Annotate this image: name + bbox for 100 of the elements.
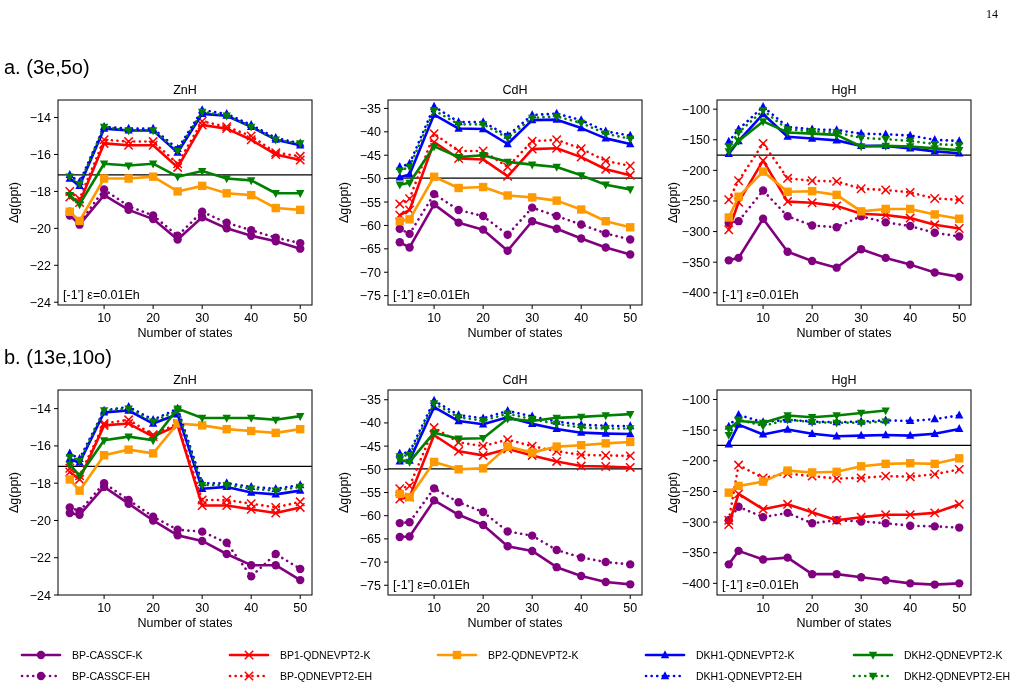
legend-label: DKH2-QDNEVPT2-K — [904, 649, 1003, 661]
legend-label: BP-CASSCF-EH — [72, 670, 151, 682]
annotation: [-1’] ε=0.01Eh — [393, 578, 470, 592]
y-tick-label: −75 — [359, 578, 382, 593]
x-tick-label: 30 — [525, 311, 540, 325]
y-tick-label: −60 — [359, 509, 382, 524]
x-tick-label: 40 — [244, 601, 259, 615]
legend-label: DKH1-QDNEVPT2-EH — [696, 670, 803, 682]
legend-label: BP-QDNEVPT2-EH — [280, 670, 373, 682]
x-tick-label: 10 — [97, 311, 112, 325]
x-tick-label: 10 — [97, 601, 112, 615]
annotation: [-1’] ε=0.01Eh — [63, 288, 140, 302]
legend-label: BP1-QDNEVPT2-K — [280, 649, 371, 661]
x-tick-label: 20 — [476, 311, 491, 325]
x-tick-label: 10 — [756, 601, 771, 615]
chart-title: ZnH — [173, 373, 197, 387]
x-tick-label: 50 — [293, 311, 308, 325]
annotation: [-1’] ε=0.01Eh — [722, 288, 799, 302]
y-tick-label: −250 — [681, 484, 711, 499]
y-tick-label: −50 — [359, 172, 382, 187]
y-tick-label: −65 — [359, 532, 382, 547]
y-tick-label: −45 — [359, 439, 382, 454]
y-axis-title: Δg(ppt) — [7, 471, 21, 514]
x-tick-label: 30 — [195, 311, 210, 325]
chart-subtitle: a. (3e,5o) — [4, 56, 90, 78]
x-tick-label: 10 — [427, 311, 442, 325]
x-axis-title: Number of states — [796, 326, 892, 340]
y-tick-label: −350 — [681, 255, 711, 270]
y-tick-label: −24 — [29, 588, 52, 603]
y-tick-label: −400 — [681, 286, 711, 301]
y-tick-label: −45 — [359, 148, 382, 163]
x-tick-label: 50 — [952, 601, 967, 615]
y-tick-label: −20 — [29, 221, 52, 236]
x-tick-label: 10 — [756, 311, 771, 325]
y-tick-label: −40 — [359, 416, 382, 431]
x-tick-label: 50 — [952, 311, 967, 325]
y-tick-label: −35 — [359, 393, 382, 408]
y-tick-label: −40 — [359, 125, 382, 140]
legend-label: BP-CASSCF-K — [72, 649, 143, 661]
x-tick-label: 20 — [476, 601, 491, 615]
x-tick-label: 20 — [805, 311, 820, 325]
x-tick-label: 30 — [525, 601, 540, 615]
y-tick-label: −400 — [681, 576, 711, 591]
x-tick-label: 10 — [427, 601, 442, 615]
chart-title: HgH — [831, 373, 857, 387]
y-tick-label: −65 — [359, 242, 382, 257]
x-tick-label: 50 — [293, 601, 308, 615]
y-tick-label: −16 — [29, 147, 52, 162]
y-tick-label: −24 — [29, 295, 52, 310]
y-tick-label: −300 — [681, 225, 711, 240]
y-tick-label: −300 — [681, 515, 711, 530]
text: 14 — [986, 7, 998, 21]
x-axis-title: Number of states — [137, 326, 233, 340]
x-axis-title: Number of states — [467, 616, 563, 630]
y-tick-label: −22 — [29, 258, 52, 273]
legend-label: DKH1-QDNEVPT2-K — [696, 649, 795, 661]
x-axis-title: Number of states — [467, 326, 563, 340]
y-axis-title: Δg(ppt) — [7, 181, 21, 224]
x-tick-label: 40 — [903, 601, 918, 615]
x-tick-label: 40 — [244, 311, 259, 325]
x-tick-label: 30 — [854, 311, 869, 325]
y-axis-title: Δg(ppt) — [666, 181, 680, 224]
chart-title: CdH — [502, 373, 528, 387]
y-tick-label: −18 — [29, 476, 52, 491]
y-tick-label: −14 — [29, 111, 52, 126]
y-tick-label: −60 — [359, 218, 382, 233]
y-tick-label: −20 — [29, 513, 52, 528]
y-tick-label: −55 — [359, 195, 382, 210]
y-tick-label: −22 — [29, 551, 52, 566]
x-tick-label: 20 — [805, 601, 820, 615]
chart-title: CdH — [502, 83, 528, 97]
x-tick-label: 40 — [574, 311, 589, 325]
x-tick-label: 20 — [146, 311, 161, 325]
x-tick-label: 20 — [146, 601, 161, 615]
x-tick-label: 40 — [903, 311, 918, 325]
y-tick-label: −18 — [29, 184, 52, 199]
y-tick-label: −35 — [359, 101, 382, 116]
y-tick-label: −350 — [681, 546, 711, 561]
y-tick-label: −14 — [29, 402, 52, 417]
chart-title: HgH — [831, 83, 857, 97]
annotation: [-1’] ε=0.01Eh — [393, 288, 470, 302]
legend-label: BP2-QDNEVPT2-K — [488, 649, 579, 661]
legend-label: DKH2-QDNEVPT2-EH — [904, 670, 1011, 682]
y-tick-label: −16 — [29, 439, 52, 454]
y-tick-label: −200 — [681, 454, 711, 469]
y-tick-label: −150 — [681, 133, 711, 148]
y-tick-label: −75 — [359, 289, 382, 304]
y-axis-title: Δg(ppt) — [666, 471, 680, 514]
x-tick-label: 50 — [623, 311, 638, 325]
y-tick-label: −150 — [681, 423, 711, 438]
y-axis-title: Δg(ppt) — [337, 181, 351, 224]
y-tick-label: −50 — [359, 462, 382, 477]
chart-subtitle: b. (13e,10o) — [4, 346, 112, 368]
y-tick-label: −100 — [681, 102, 711, 117]
y-tick-label: −250 — [681, 194, 711, 209]
x-tick-label: 30 — [195, 601, 210, 615]
x-tick-label: 50 — [623, 601, 638, 615]
y-tick-label: −200 — [681, 163, 711, 178]
x-axis-title: Number of states — [137, 616, 233, 630]
x-tick-label: 30 — [854, 601, 869, 615]
